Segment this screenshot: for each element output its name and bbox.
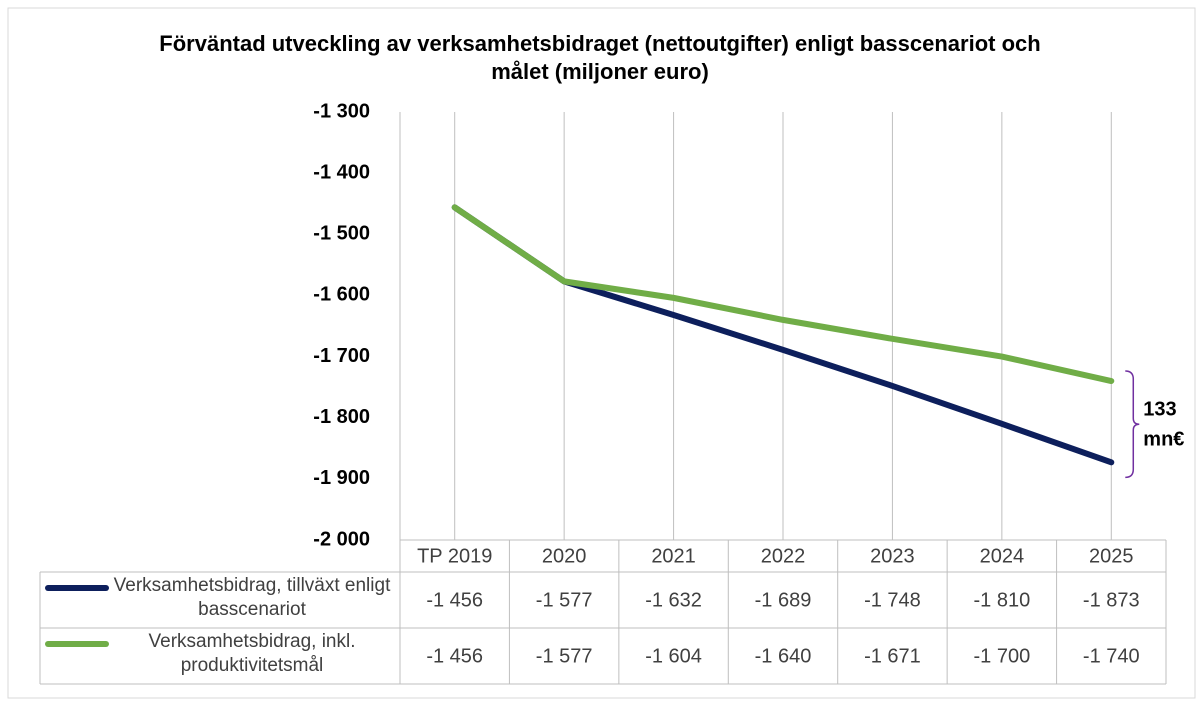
table-value: -1 740 (1083, 645, 1140, 667)
series-line (451, 204, 1115, 385)
y-tick-label: -1 600 (313, 284, 370, 306)
legend-label: Verksamhetsbidrag, inkl. produktivitetsm… (148, 631, 356, 676)
y-tick-label: -1 700 (313, 345, 370, 367)
annotation: 133 (1143, 398, 1176, 420)
y-tick-label: -2 000 (313, 528, 370, 550)
x-tick-label: 2025 (1089, 545, 1134, 567)
y-tick-label: -1 900 (313, 467, 370, 489)
table-value: -1 577 (536, 589, 593, 611)
x-tick-label: 2021 (651, 545, 696, 567)
table-value: -1 456 (426, 645, 483, 667)
table-value: -1 604 (645, 645, 702, 667)
table-value: -1 671 (864, 645, 921, 667)
y-tick-label: -1 300 (313, 100, 370, 122)
x-tick-label: TP 2019 (417, 545, 492, 567)
x-tick-label: 2023 (870, 545, 915, 567)
y-tick-label: -1 500 (313, 223, 370, 245)
annotation: mn€ (1143, 428, 1184, 450)
legend-box: Verksamhetsbidrag, inkl. produktivitetsm… (148, 631, 356, 676)
table-value: -1 577 (536, 645, 593, 667)
x-tick-label: 2020 (542, 545, 587, 567)
y-tick-label: -1 400 (313, 161, 370, 183)
table-value: -1 748 (864, 589, 921, 611)
chart-title: Förväntad utveckling av verksamhetsbidra… (159, 31, 1041, 84)
table-value: -1 810 (973, 589, 1030, 611)
title-box: Förväntad utveckling av verksamhetsbidra… (159, 31, 1041, 84)
y-tick-label: -1 800 (313, 406, 370, 428)
x-tick-label: 2024 (980, 545, 1025, 567)
x-tick-label: 2022 (761, 545, 806, 567)
legend-box: Verksamhetsbidrag, tillväxt enligt bassc… (113, 575, 391, 620)
table-value: -1 632 (645, 589, 702, 611)
table-value: -1 873 (1083, 589, 1140, 611)
table-value: -1 700 (973, 645, 1030, 667)
table-value: -1 456 (426, 589, 483, 611)
legend-label: Verksamhetsbidrag, tillväxt enligt bassc… (113, 575, 391, 620)
table-value: -1 640 (755, 645, 812, 667)
table-value: -1 689 (755, 589, 812, 611)
